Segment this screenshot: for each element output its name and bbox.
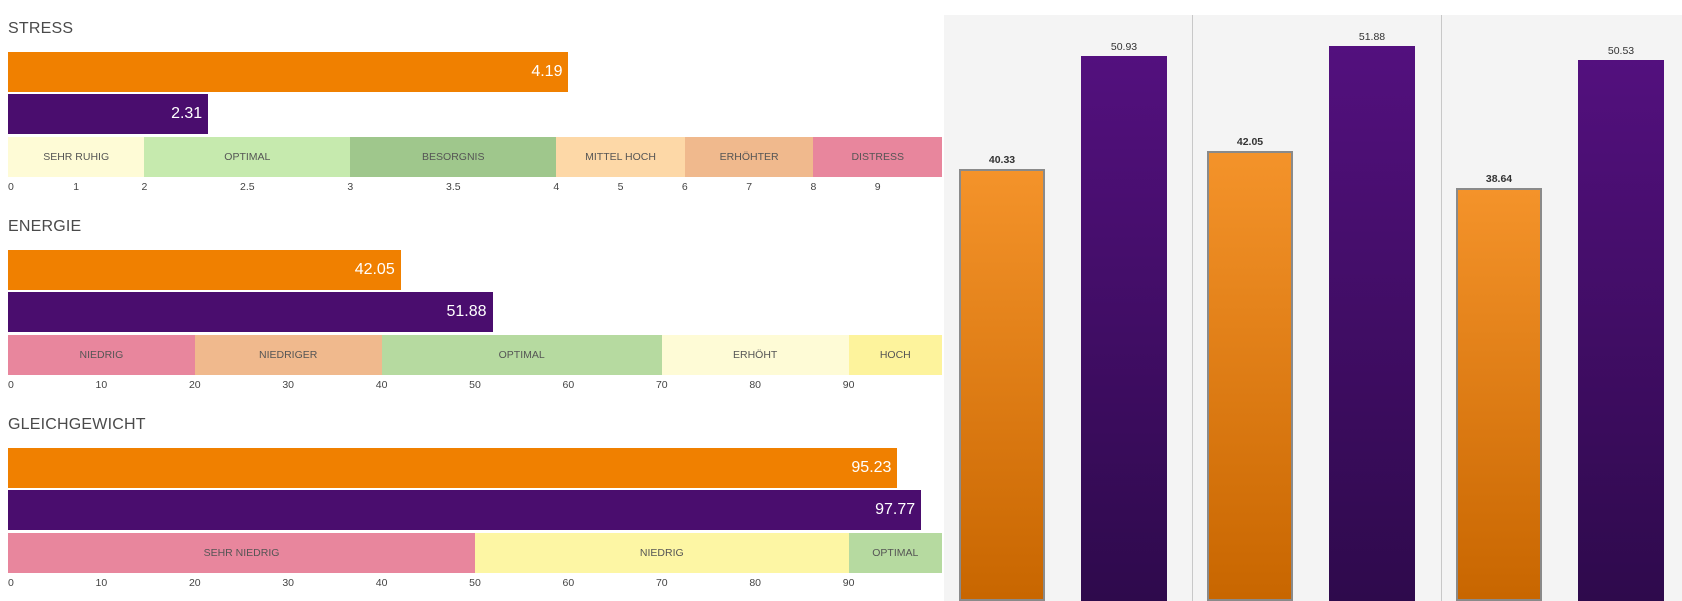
value-bar-label: 97.77 <box>875 501 916 518</box>
range-band: NIEDRIG <box>8 335 195 375</box>
range-band: OPTIMAL <box>381 335 662 375</box>
axis-tick-label: 10 <box>95 379 108 391</box>
axis-tick-label: 90 <box>842 577 855 589</box>
bar-value-label: 40.33 <box>988 154 1016 167</box>
orange-bar <box>1207 151 1293 601</box>
axis-tick-label: 3.5 <box>445 181 461 193</box>
axis-tick-label: 80 <box>749 577 762 589</box>
axis-tick-label: 50 <box>469 577 481 589</box>
group-divider <box>1441 15 1442 601</box>
orange-bar <box>1456 187 1542 601</box>
range-band: DISTRESS <box>813 137 942 177</box>
axis-tick-label: 1 <box>73 181 80 193</box>
axis-tick-label: 5 <box>617 181 624 193</box>
axis-tick-label: 70 <box>655 577 668 589</box>
purple-bar <box>1329 45 1415 601</box>
chart-title: STRESS <box>8 20 74 37</box>
range-band: OPTIMAL <box>848 533 942 573</box>
value-bar-label: 95.23 <box>851 459 892 476</box>
vertical-bar-chart-panel: 40.33 50.93 42.05 51.88 38.64 50.53 <box>944 15 1682 601</box>
range-band: ERHÖHTER <box>684 137 814 177</box>
bar-value-label: 50.93 <box>1110 41 1138 54</box>
value-bar: 42.05 <box>8 250 401 290</box>
bar-value-label: 42.05 <box>1236 136 1264 149</box>
value-bar-label: 4.19 <box>531 63 563 80</box>
axis-tick-label: 60 <box>562 577 575 589</box>
range-band: ERHÖHT <box>661 335 849 375</box>
range-band: SEHR RUHIG <box>8 137 145 177</box>
range-band: NIEDRIG <box>475 533 849 573</box>
axis-tick-label: 0 <box>8 379 14 391</box>
range-band: HOCH <box>848 335 942 375</box>
axis-tick-label: 0 <box>8 181 14 193</box>
axis-tick-label: 40 <box>375 379 388 391</box>
orange-bar <box>959 169 1045 601</box>
chart-title: ENERGIE <box>8 218 82 235</box>
axis-tick-label: 80 <box>749 379 762 391</box>
axis-tick-label: 0 <box>8 577 14 589</box>
axis-tick-label: 20 <box>188 379 201 391</box>
chart-title: GLEICHGEWICHT <box>8 416 146 433</box>
range-band: OPTIMAL <box>144 137 351 177</box>
axis-tick-label: 2.5 <box>240 181 255 193</box>
axis-tick-label: 7 <box>746 181 753 193</box>
axis-tick-label: 6 <box>681 181 688 193</box>
axis-tick-label: 30 <box>282 379 295 391</box>
group-divider <box>1192 15 1193 601</box>
purple-bar <box>1081 56 1167 601</box>
axis-tick-label: 60 <box>562 379 575 391</box>
axis-tick-label: 4 <box>553 181 560 193</box>
range-band: BESORGNIS <box>350 137 557 177</box>
bar-value-label: 51.88 <box>1358 30 1386 43</box>
axis-tick-label: 3 <box>347 181 354 193</box>
value-bar-label: 51.88 <box>446 303 487 320</box>
axis-tick-label: 9 <box>874 181 881 193</box>
value-bar: 95.23 <box>8 448 898 488</box>
value-bar-label: 42.05 <box>354 261 395 278</box>
axis-tick-label: 10 <box>95 577 108 589</box>
range-band: NIEDRIGER <box>194 335 382 375</box>
axis-tick-label: 8 <box>810 181 817 193</box>
axis-tick-label: 20 <box>188 577 201 589</box>
value-bar-label: 2.31 <box>171 105 203 122</box>
axis-tick-label: 2 <box>141 181 148 193</box>
value-bar: 97.77 <box>8 490 922 530</box>
purple-bar <box>1578 60 1664 601</box>
value-bar: 4.19 <box>8 52 569 92</box>
value-bar: 51.88 <box>8 292 493 332</box>
bar-value-label: 50.53 <box>1607 45 1635 58</box>
range-band: SEHR NIEDRIG <box>8 533 475 573</box>
bar-value-label: 38.64 <box>1485 172 1513 185</box>
range-band: MITTEL HOCH <box>556 137 685 177</box>
axis-tick-label: 70 <box>655 379 668 391</box>
axis-tick-label: 90 <box>842 379 855 391</box>
axis-tick-label: 50 <box>469 379 481 391</box>
axis-tick-label: 30 <box>282 577 295 589</box>
axis-tick-label: 40 <box>375 577 388 589</box>
horizontal-charts-panel: STRESS 4.19 2.31 SEHR RUHIG OPTIMAL BESORGNIS… <box>8 20 942 589</box>
value-bar: 2.31 <box>8 94 209 134</box>
